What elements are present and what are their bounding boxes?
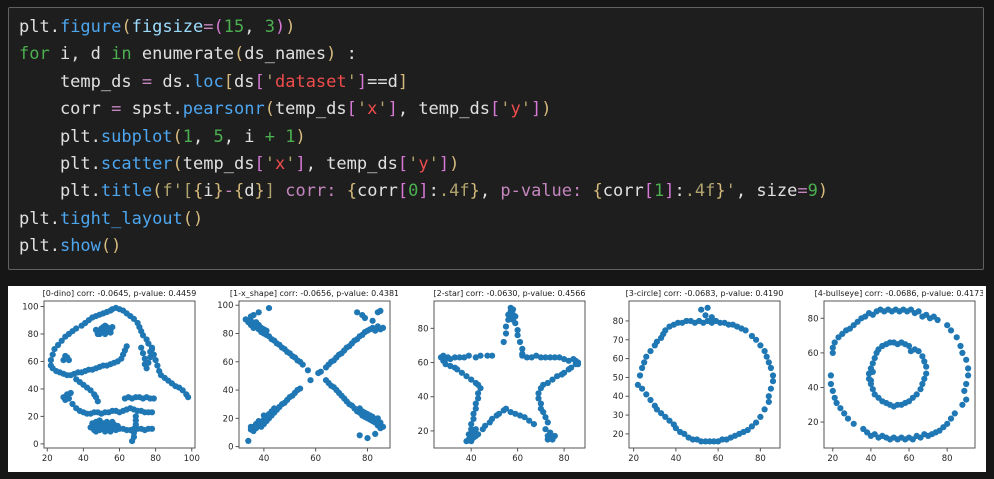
svg-text:60: 60 — [613, 355, 624, 365]
x-ticks: 40 60 80 — [258, 448, 373, 464]
svg-text:40: 40 — [865, 454, 876, 464]
subplot-title: [2-star] corr: -0.0630, p-value: 0.4566 — [434, 289, 586, 298]
svg-text:40: 40 — [613, 392, 624, 402]
svg-text:100: 100 — [217, 301, 233, 311]
svg-text:60: 60 — [713, 454, 724, 464]
x-ticks: 20 40 60 80 — [628, 448, 766, 464]
svg-text:40: 40 — [670, 454, 681, 464]
x-ticks: 40 60 80 — [466, 448, 570, 464]
svg-text:30: 30 — [613, 411, 624, 421]
svg-text:40: 40 — [223, 386, 234, 396]
svg-text:60: 60 — [808, 349, 819, 359]
code-line-3: corr = spst.pearsonr(temp_ds['x'], temp_… — [19, 99, 552, 120]
subplot-4-bullseye: [4-bullseye] corr: -0.0686, p-value: 0.4… — [788, 287, 983, 470]
axes-box — [238, 300, 391, 449]
svg-text:40: 40 — [28, 385, 39, 395]
svg-text:20: 20 — [613, 430, 624, 440]
svg-text:20: 20 — [28, 412, 39, 422]
svg-text:20: 20 — [628, 454, 639, 464]
y-ticks: 20 40 60 80 — [418, 324, 434, 437]
x-ticks: 20 40 60 80 — [827, 448, 953, 464]
svg-text:80: 80 — [418, 324, 429, 334]
scatter-points — [634, 304, 777, 445]
subplot-3-circle: [3-circle] corr: -0.0683, p-value: 0.419… — [593, 287, 788, 470]
svg-text:80: 80 — [559, 454, 570, 464]
code-line-4: plt.subplot(1, 5, i + 1) — [19, 126, 306, 147]
svg-text:40: 40 — [258, 454, 269, 464]
code-line-7: plt.tight_layout() — [19, 208, 204, 229]
svg-text:80: 80 — [362, 454, 373, 464]
code-line-6: plt.title(f'[{i}-{d}] corr: {corr[0]:.4f… — [19, 181, 829, 202]
svg-text:20: 20 — [418, 427, 429, 437]
svg-text:60: 60 — [904, 454, 915, 464]
x-ticks: 20 40 60 80 100 — [42, 448, 200, 464]
code-line-0: plt.figure(figsize=(15, 3)) — [19, 17, 296, 37]
subplot-0-dino: [0-dino] corr: -0.0645, p-value: 0.4459 2… — [8, 287, 203, 470]
svg-text:60: 60 — [310, 454, 321, 464]
svg-text:80: 80 — [613, 317, 624, 327]
svg-text:0: 0 — [33, 440, 38, 450]
svg-text:80: 80 — [755, 454, 766, 464]
subplot-title: [4-bullseye] corr: -0.0686, p-value: 0.4… — [815, 289, 983, 298]
svg-text:60: 60 — [223, 358, 234, 368]
svg-text:70: 70 — [613, 336, 624, 346]
y-ticks: 20 40 60 80 — [808, 314, 824, 428]
svg-text:50: 50 — [613, 373, 624, 383]
scatter-points — [437, 304, 582, 445]
svg-text:60: 60 — [512, 454, 523, 464]
subplot-title: [1-x_shape] corr: -0.0656, p-value: 0.43… — [230, 289, 398, 298]
figure-output: [0-dino] corr: -0.0645, p-value: 0.4459 2… — [8, 286, 986, 472]
subplot-1-x_shape: [1-x_shape] corr: -0.0656, p-value: 0.43… — [203, 287, 398, 470]
axes-box — [43, 300, 196, 449]
scatter-points — [47, 304, 192, 445]
svg-text:80: 80 — [808, 314, 819, 324]
code-cell[interactable]: plt.figure(figsize=(15, 3)) for i, d in e… — [8, 7, 984, 270]
y-ticks: 20 30 40 50 60 70 80 — [613, 317, 629, 440]
subplot-bg — [398, 287, 593, 470]
svg-text:40: 40 — [418, 393, 429, 403]
svg-text:100: 100 — [22, 302, 38, 312]
svg-text:40: 40 — [466, 454, 477, 464]
svg-text:40: 40 — [78, 454, 89, 464]
svg-text:80: 80 — [223, 330, 234, 340]
scatter-points — [242, 305, 387, 444]
code-line-1: for i, d in enumerate(ds_names) : — [19, 44, 357, 65]
subplot-2-star: [2-star] corr: -0.0630, p-value: 0.4566 4… — [398, 287, 593, 470]
code-line-5: plt.scatter(temp_ds['x'], temp_ds['y']) — [19, 154, 460, 175]
subplot-title: [3-circle] corr: -0.0683, p-value: 0.419… — [626, 289, 784, 298]
axes-box — [628, 300, 781, 449]
code-line-2: temp_ds = ds.loc[ds['dataset']==d] — [19, 71, 409, 92]
svg-text:20: 20 — [42, 454, 53, 464]
svg-text:40: 40 — [808, 383, 819, 393]
subplot-bg — [8, 287, 203, 470]
svg-text:60: 60 — [28, 357, 39, 367]
y-ticks: 0 20 40 60 80 100 — [22, 302, 44, 450]
svg-text:80: 80 — [942, 454, 953, 464]
svg-text:100: 100 — [184, 454, 200, 464]
axes-box — [433, 300, 586, 449]
svg-text:60: 60 — [418, 359, 429, 369]
svg-text:20: 20 — [827, 454, 838, 464]
subplot-title: [0-dino] corr: -0.0645, p-value: 0.4459 — [43, 289, 197, 298]
svg-text:0: 0 — [228, 443, 233, 453]
svg-text:60: 60 — [114, 454, 125, 464]
svg-text:80: 80 — [28, 330, 39, 340]
scatter-points — [827, 306, 972, 443]
svg-text:80: 80 — [150, 454, 161, 464]
svg-text:20: 20 — [808, 418, 819, 428]
y-ticks: 0 20 40 60 80 100 — [217, 301, 239, 453]
code-line-8: plt.show() — [19, 236, 122, 257]
svg-text:20: 20 — [223, 414, 234, 424]
code-editor-content: plt.figure(figsize=(15, 3)) for i, d in e… — [19, 14, 975, 261]
axes-box — [823, 300, 976, 449]
